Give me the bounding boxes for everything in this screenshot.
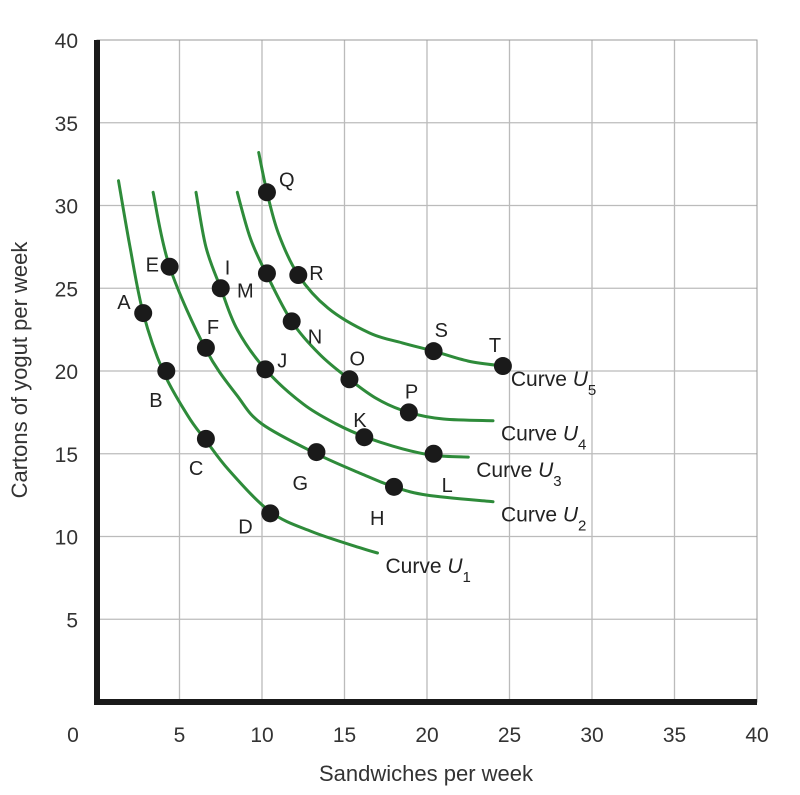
x-tick-label: 0 bbox=[67, 724, 79, 747]
point-j-label: J bbox=[277, 350, 287, 372]
curve-u4-label: Curve U4 bbox=[501, 423, 586, 454]
curve-u3 bbox=[194, 190, 470, 459]
point-l-label: L bbox=[442, 475, 453, 497]
point-d bbox=[261, 504, 280, 523]
point-p-label: P bbox=[405, 381, 418, 403]
point-f bbox=[196, 338, 215, 357]
point-l bbox=[424, 444, 443, 463]
curve-u5-label: Curve U5 bbox=[511, 368, 596, 399]
point-t bbox=[493, 357, 512, 376]
curve-u3-label: Curve U3 bbox=[476, 459, 561, 490]
y-tick-label: 25 bbox=[55, 278, 78, 301]
curve-u4 bbox=[235, 190, 495, 423]
y-axis-title: Cartons of yogut per week bbox=[7, 241, 32, 499]
curve-labels: Curve U1 Curve U2 Curve U3 Curve U4 Curve U5 bbox=[386, 368, 597, 586]
point-m-label: M bbox=[237, 280, 254, 302]
point-q-label: Q bbox=[279, 169, 295, 191]
point-h bbox=[385, 477, 403, 496]
point-q bbox=[257, 183, 276, 202]
x-tick-label: 25 bbox=[498, 724, 521, 747]
point-t-label: T bbox=[489, 335, 501, 357]
point-e bbox=[160, 257, 179, 276]
point-o-label: O bbox=[349, 348, 365, 370]
point-n-label: N bbox=[308, 326, 322, 348]
point-o bbox=[340, 370, 359, 389]
x-tick-labels: 0 5 10 15 20 25 30 35 40 bbox=[67, 724, 769, 747]
x-tick-label: 30 bbox=[580, 724, 603, 747]
point-h-label: H bbox=[370, 508, 384, 530]
x-tick-label: 35 bbox=[663, 724, 686, 747]
point-j bbox=[256, 360, 275, 379]
grid-lines bbox=[97, 40, 757, 702]
point-a-label: A bbox=[117, 292, 131, 314]
point-i bbox=[211, 279, 230, 298]
y-tick-label: 35 bbox=[55, 113, 78, 136]
x-tick-label: 5 bbox=[174, 724, 186, 747]
point-n bbox=[282, 312, 301, 331]
point-b bbox=[157, 362, 176, 380]
point-s bbox=[424, 342, 443, 361]
y-tick-label: 40 bbox=[55, 30, 78, 53]
point-a bbox=[134, 304, 153, 323]
curve-u2 bbox=[151, 190, 495, 504]
x-tick-label: 40 bbox=[745, 724, 768, 747]
point-d-label: D bbox=[238, 516, 252, 538]
point-p bbox=[399, 403, 418, 422]
point-k-label: K bbox=[353, 410, 367, 432]
point-k bbox=[355, 428, 374, 447]
y-tick-label: 15 bbox=[55, 444, 78, 467]
point-c-label: C bbox=[189, 458, 203, 480]
x-tick-label: 20 bbox=[415, 724, 438, 747]
axes-frame bbox=[94, 39, 758, 705]
curve-u5 bbox=[257, 151, 505, 368]
point-e-label: E bbox=[146, 255, 159, 277]
curve-u1-label: Curve U1 bbox=[386, 555, 471, 586]
point-i-label: I bbox=[225, 257, 231, 279]
point-r bbox=[289, 266, 308, 285]
curve-u2-label: Curve U2 bbox=[501, 504, 586, 535]
y-tick-labels: 5 10 15 20 25 30 35 40 bbox=[55, 30, 78, 632]
x-axis-title: Sandwiches per week bbox=[319, 761, 534, 786]
x-tick-label: 15 bbox=[333, 724, 356, 747]
point-g-label: G bbox=[292, 473, 308, 495]
point-c bbox=[196, 429, 215, 448]
point-s-label: S bbox=[435, 320, 448, 342]
curves-group bbox=[117, 151, 505, 555]
y-tick-label: 10 bbox=[55, 527, 78, 550]
point-g bbox=[307, 443, 326, 462]
x-tick-label: 10 bbox=[250, 724, 273, 747]
point-r-label: R bbox=[309, 263, 323, 285]
y-tick-label: 30 bbox=[55, 196, 78, 219]
point-b-label: B bbox=[149, 390, 162, 412]
y-tick-label: 20 bbox=[55, 361, 78, 384]
y-tick-label: 5 bbox=[66, 609, 78, 632]
point-f-label: F bbox=[207, 317, 219, 339]
points-group: A B C D E F G H I J K L M N O P Q R S T bbox=[117, 169, 512, 538]
point-m bbox=[257, 264, 276, 283]
